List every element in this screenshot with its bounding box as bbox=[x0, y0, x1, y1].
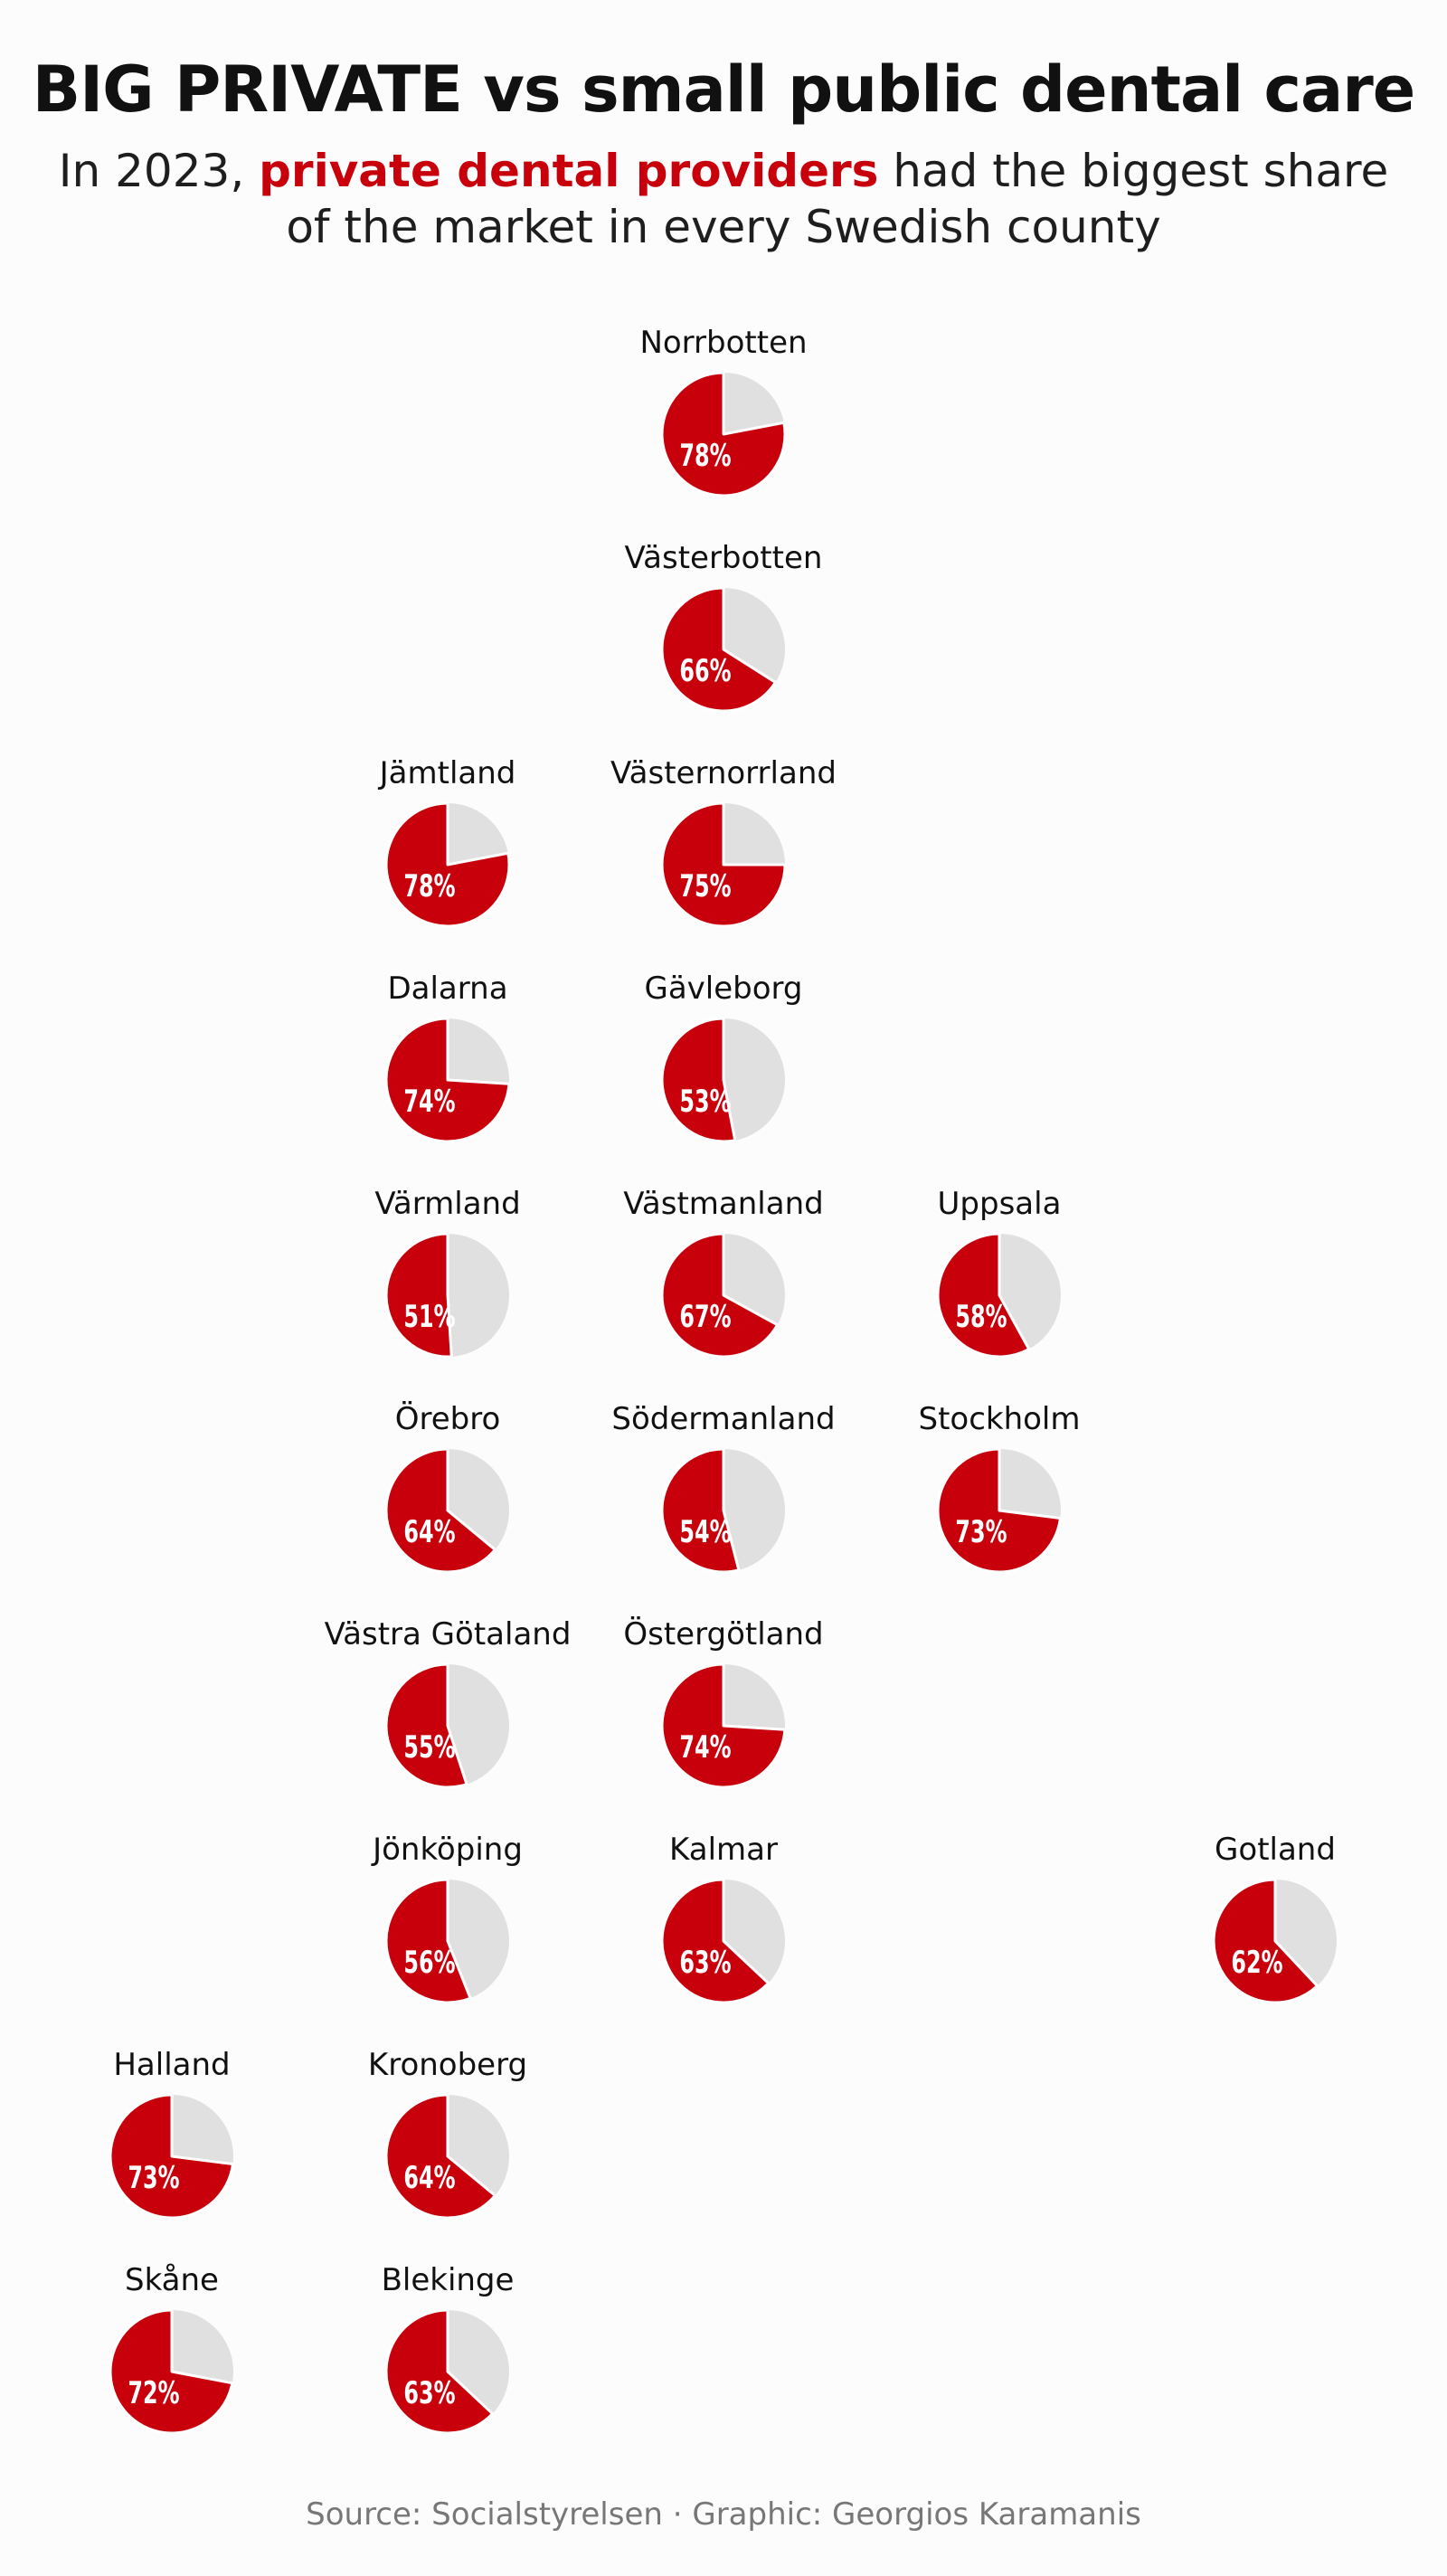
percent-label: 73% bbox=[955, 1515, 1007, 1550]
county-pie: Värmland 51% bbox=[374, 1186, 521, 1359]
county-name: Kalmar bbox=[669, 1832, 778, 1868]
county-pie: Örebro 64% bbox=[384, 1400, 509, 1574]
private-slice bbox=[660, 1017, 737, 1143]
private-slice bbox=[660, 801, 787, 928]
percent-label: 56% bbox=[403, 1946, 455, 1981]
percent-label: 64% bbox=[403, 2161, 455, 2196]
percent-label: 64% bbox=[403, 1515, 455, 1550]
county-name: Gävleborg bbox=[644, 971, 802, 1007]
chart-title: BIG PRIVATE vs small public dental care bbox=[32, 52, 1416, 127]
county-name: Gotland bbox=[1215, 1832, 1336, 1868]
county-name: Skåne bbox=[125, 2262, 219, 2298]
percent-label: 53% bbox=[679, 1084, 731, 1120]
percent-label: 58% bbox=[955, 1300, 1007, 1335]
county-pie: Västmanland 67% bbox=[623, 1186, 824, 1359]
private-slice bbox=[384, 801, 511, 928]
county-name: Dalarna bbox=[387, 971, 507, 1007]
subtitle-suffix: had the biggest share bbox=[878, 145, 1389, 197]
county-name: Östergötland bbox=[623, 1615, 823, 1653]
private-slice bbox=[109, 2093, 234, 2220]
county-name: Blekinge bbox=[382, 2262, 515, 2298]
county-pie: Östergötland 74% bbox=[623, 1615, 824, 1789]
county-pie: Gävleborg 53% bbox=[644, 971, 803, 1143]
percent-label: 62% bbox=[1231, 1946, 1282, 1981]
private-slice bbox=[660, 1232, 780, 1359]
percent-label: 63% bbox=[403, 2376, 455, 2411]
county-name: Halland bbox=[113, 2047, 230, 2083]
private-slice bbox=[384, 1017, 511, 1143]
percent-label: 51% bbox=[403, 1300, 455, 1335]
private-slice bbox=[936, 1447, 1062, 1574]
percent-label: 74% bbox=[403, 1084, 455, 1120]
percent-label: 72% bbox=[128, 2376, 179, 2411]
private-slice bbox=[384, 2093, 497, 2220]
percent-label: 66% bbox=[679, 654, 731, 689]
percent-label: 75% bbox=[679, 869, 731, 904]
private-slice bbox=[660, 1878, 771, 2004]
county-name: Värmland bbox=[374, 1186, 520, 1222]
subtitle-highlight: private dental providers bbox=[259, 145, 879, 197]
percent-label: 63% bbox=[679, 1946, 731, 1981]
private-slice bbox=[660, 1447, 741, 1574]
county-pie: Kalmar 63% bbox=[660, 1832, 785, 2004]
private-slice bbox=[1212, 1878, 1319, 2004]
county-name: Västernorrland bbox=[610, 755, 837, 791]
county-pie: Blekinge 63% bbox=[382, 2262, 515, 2435]
chart-subtitle: In 2023, private dental providers had th… bbox=[0, 143, 1447, 255]
county-name: Stockholm bbox=[918, 1401, 1080, 1437]
private-slice bbox=[384, 1447, 497, 1574]
county-name: Uppsala bbox=[938, 1186, 1062, 1222]
county-pie: Västernorrland 75% bbox=[610, 755, 837, 928]
private-slice bbox=[384, 2308, 495, 2435]
percent-label: 73% bbox=[128, 2161, 179, 2196]
county-pie: Stockholm 73% bbox=[918, 1401, 1081, 1574]
county-pie: Kronoberg 64% bbox=[368, 2047, 527, 2220]
county-name: Kronoberg bbox=[368, 2047, 527, 2083]
county-pie: Dalarna 74% bbox=[384, 971, 511, 1143]
percent-label: 67% bbox=[679, 1300, 731, 1335]
private-slice bbox=[384, 1232, 453, 1359]
county-pie: Västerbotten 66% bbox=[625, 540, 823, 713]
private-slice bbox=[660, 586, 777, 713]
subtitle-line2: of the market in every Swedish county bbox=[286, 201, 1161, 253]
subtitle-prefix: In 2023, bbox=[58, 145, 260, 197]
private-slice bbox=[660, 1662, 787, 1789]
county-name: Södermanland bbox=[611, 1401, 835, 1437]
source-caption: Source: Socialstyrelsen · Graphic: Georg… bbox=[306, 2496, 1141, 2533]
county-pie: Jönköping 56% bbox=[371, 1832, 523, 2004]
county-name: Västmanland bbox=[623, 1186, 823, 1222]
county-pie: Norrbotten 78% bbox=[639, 325, 808, 497]
percent-label: 78% bbox=[679, 439, 731, 474]
private-slice bbox=[660, 371, 787, 497]
county-pie: Gotland 62% bbox=[1212, 1832, 1337, 2004]
county-pie: Uppsala 58% bbox=[936, 1186, 1062, 1359]
county-pie: Jämtland 78% bbox=[378, 755, 516, 928]
county-name: Jönköping bbox=[371, 1832, 523, 1868]
private-slice bbox=[109, 2308, 234, 2435]
percent-label: 54% bbox=[679, 1515, 731, 1550]
county-name: Västra Götaland bbox=[325, 1616, 572, 1653]
county-name: Västerbotten bbox=[625, 540, 823, 576]
county-name: Norrbotten bbox=[639, 325, 807, 361]
county-pie: Västra Götaland 55% bbox=[325, 1616, 572, 1789]
county-pie: Halland 73% bbox=[109, 2047, 234, 2220]
private-slice bbox=[936, 1232, 1031, 1359]
percent-label: 74% bbox=[679, 1730, 731, 1766]
county-name: Örebro bbox=[395, 1400, 501, 1437]
county-pie: Skåne 72% bbox=[109, 2262, 234, 2435]
percent-label: 78% bbox=[403, 869, 455, 904]
private-slice bbox=[384, 1878, 472, 2004]
private-slice bbox=[384, 1662, 468, 1789]
county-name: Jämtland bbox=[378, 755, 516, 791]
percent-label: 55% bbox=[403, 1730, 455, 1766]
county-pie: Södermanland 54% bbox=[611, 1401, 836, 1574]
